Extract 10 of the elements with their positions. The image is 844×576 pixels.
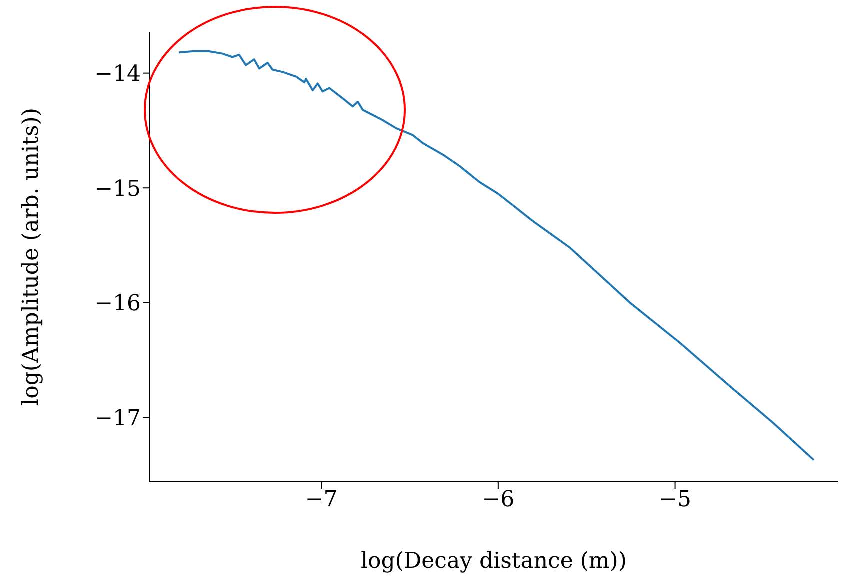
line-series	[178, 50, 815, 462]
y-tick-label: −15	[94, 176, 141, 202]
y-tick-label: −16	[94, 292, 141, 317]
x-tick-label: −7	[305, 488, 338, 513]
x-axis-title: log(Decay distance (m))	[361, 549, 627, 574]
x-tick-label: −5	[659, 488, 692, 513]
y-tick-label: −17	[94, 406, 141, 432]
y-axis-title: log(Amplitude (arb. units))	[18, 108, 44, 406]
y-tick-label: −14	[94, 62, 141, 88]
x-tick-label: −6	[482, 488, 515, 513]
